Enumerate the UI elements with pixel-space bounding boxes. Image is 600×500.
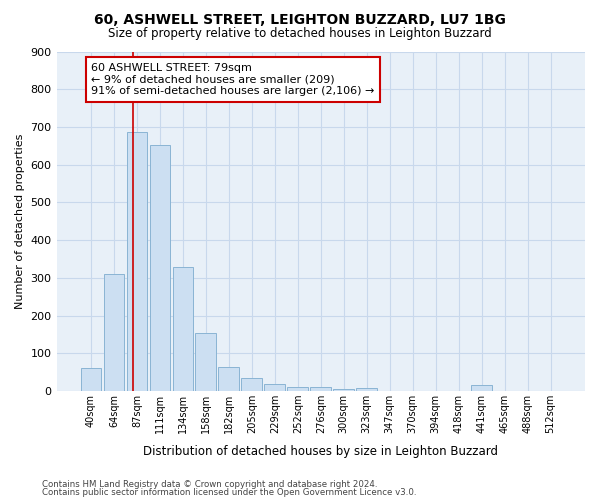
Y-axis label: Number of detached properties: Number of detached properties: [15, 134, 25, 309]
Bar: [265, 384, 285, 391]
X-axis label: Distribution of detached houses by size in Leighton Buzzard: Distribution of detached houses by size …: [143, 444, 498, 458]
Text: Size of property relative to detached houses in Leighton Buzzard: Size of property relative to detached ho…: [108, 28, 492, 40]
Bar: [149, 146, 170, 391]
Bar: [287, 387, 308, 391]
Bar: [472, 386, 492, 391]
Text: 60 ASHWELL STREET: 79sqm
← 9% of detached houses are smaller (209)
91% of semi-d: 60 ASHWELL STREET: 79sqm ← 9% of detache…: [91, 63, 375, 96]
Bar: [241, 378, 262, 391]
Bar: [310, 388, 331, 391]
Bar: [173, 267, 193, 391]
Text: Contains public sector information licensed under the Open Government Licence v3: Contains public sector information licen…: [42, 488, 416, 497]
Bar: [127, 132, 147, 391]
Bar: [334, 389, 354, 391]
Text: Contains HM Land Registry data © Crown copyright and database right 2024.: Contains HM Land Registry data © Crown c…: [42, 480, 377, 489]
Bar: [356, 388, 377, 391]
Bar: [196, 334, 216, 391]
Bar: [80, 368, 101, 391]
Bar: [104, 274, 124, 391]
Bar: [218, 366, 239, 391]
Text: 60, ASHWELL STREET, LEIGHTON BUZZARD, LU7 1BG: 60, ASHWELL STREET, LEIGHTON BUZZARD, LU…: [94, 12, 506, 26]
